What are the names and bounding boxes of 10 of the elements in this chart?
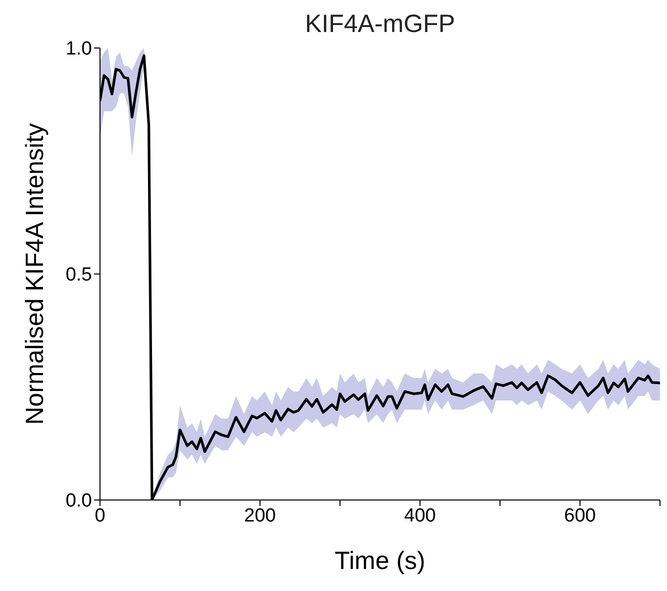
- chart-title: KIF4A-mGFP: [304, 10, 456, 39]
- y-tick-label: 0.5: [66, 264, 92, 286]
- x-tick-label: 600: [564, 505, 596, 526]
- x-tick-label: 0: [94, 505, 106, 526]
- x-tick-label: 200: [244, 505, 276, 526]
- x-tick-label: 400: [404, 505, 436, 526]
- y-tick-label: 1.0: [66, 38, 92, 60]
- x-axis-title: Time (s): [334, 547, 426, 575]
- y-tick-label: 0.0: [66, 490, 92, 512]
- y-axis-title: Normalised KIF4A Intensity: [20, 122, 49, 425]
